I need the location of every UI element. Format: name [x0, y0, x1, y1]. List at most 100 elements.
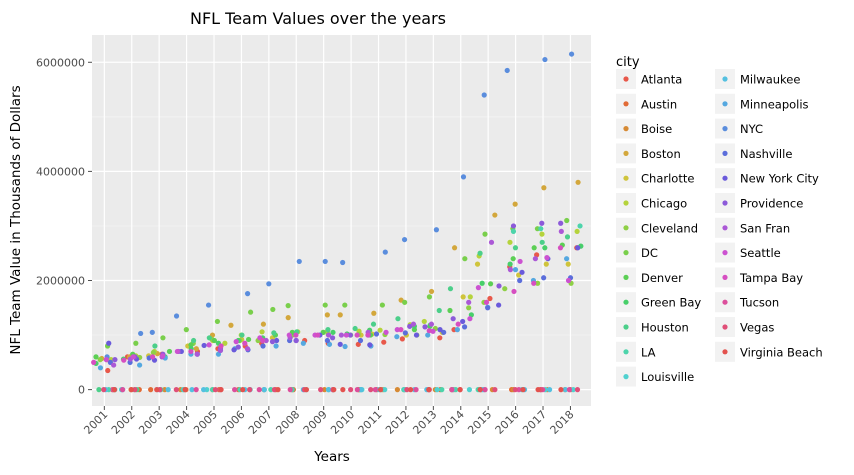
data-point: [231, 347, 237, 353]
legend-marker: [722, 299, 728, 305]
data-point: [322, 302, 328, 308]
data-point: [517, 277, 523, 284]
data-point: [325, 327, 331, 333]
data-point: [318, 387, 324, 393]
data-point: [189, 387, 195, 393]
data-point: [482, 231, 488, 237]
legend-label: LA: [641, 345, 656, 359]
data-point: [160, 353, 166, 359]
data-point: [574, 228, 580, 235]
data-point: [434, 387, 440, 393]
data-point: [137, 362, 143, 368]
data-point: [121, 357, 127, 363]
data-point: [441, 329, 447, 335]
data-point: [218, 343, 224, 349]
data-point: [541, 275, 547, 281]
legend-label: New York City: [740, 172, 819, 186]
data-point: [205, 302, 212, 308]
data-point: [188, 348, 194, 355]
data-point: [398, 327, 404, 333]
data-point: [373, 331, 380, 337]
data-point: [377, 327, 383, 333]
legend-marker: [623, 175, 629, 181]
data-point: [245, 336, 252, 343]
data-point: [324, 312, 330, 318]
data-point: [381, 339, 387, 345]
data-point: [273, 343, 279, 349]
data-point: [173, 313, 180, 319]
legend-marker: [623, 76, 629, 82]
data-point: [119, 387, 126, 393]
data-point: [130, 354, 136, 360]
data-point: [97, 365, 104, 371]
legend-label: San Fran: [740, 221, 790, 235]
data-point: [436, 307, 442, 314]
data-point: [451, 245, 458, 251]
data-point: [247, 309, 254, 315]
data-point: [338, 332, 344, 338]
data-point: [269, 339, 276, 345]
data-point: [286, 332, 292, 338]
data-point: [260, 337, 266, 344]
data-point: [303, 387, 310, 393]
data-point: [457, 387, 463, 393]
legend-label: Tampa Bay: [739, 271, 803, 285]
data-point: [402, 299, 408, 305]
data-point: [285, 315, 291, 321]
data-point: [531, 280, 537, 286]
data-point: [101, 387, 107, 393]
legend-label: Atlanta: [641, 73, 682, 87]
data-point: [426, 328, 432, 334]
data-point: [355, 341, 361, 347]
data-point: [300, 340, 306, 346]
data-point: [496, 283, 502, 289]
x-tick-label: 2009: [301, 408, 330, 437]
data-point: [105, 367, 111, 374]
data-point: [190, 337, 197, 344]
legend-marker: [623, 299, 629, 305]
data-point: [460, 318, 466, 325]
data-point: [544, 255, 550, 261]
legend-label: Green Bay: [641, 296, 701, 310]
data-point: [437, 335, 443, 341]
x-tick-label: 2011: [356, 408, 385, 437]
data-point: [352, 325, 358, 332]
data-point: [455, 321, 461, 327]
data-point: [564, 234, 571, 240]
x-tick-label: 2013: [410, 408, 439, 437]
data-point: [268, 387, 274, 393]
data-point: [539, 220, 545, 226]
data-point: [343, 332, 349, 338]
data-point: [516, 387, 522, 393]
data-point: [496, 302, 502, 308]
legend-title: city: [616, 55, 640, 70]
data-point: [557, 245, 564, 251]
x-tick-label: 2007: [246, 408, 275, 437]
data-point: [358, 387, 364, 393]
x-tick-label: 2005: [191, 408, 220, 437]
data-point: [394, 327, 400, 333]
legend-marker: [623, 225, 629, 231]
data-point: [354, 332, 360, 338]
data-point: [214, 318, 221, 325]
data-point: [273, 337, 280, 344]
data-point: [562, 387, 568, 393]
data-point: [437, 327, 443, 333]
data-point: [382, 387, 388, 393]
data-point: [447, 286, 454, 292]
data-point: [285, 303, 291, 309]
data-point: [326, 332, 332, 338]
data-point: [566, 387, 572, 393]
data-point: [401, 236, 408, 243]
data-point: [271, 330, 277, 336]
data-point: [413, 387, 419, 393]
data-point: [450, 316, 456, 322]
legend-label: Cleveland: [641, 221, 698, 235]
data-point: [111, 387, 118, 393]
legend-label: Virginia Beach: [740, 345, 823, 359]
legend-label: Seattle: [740, 246, 781, 260]
data-point: [287, 387, 293, 393]
data-point: [395, 316, 401, 322]
data-point: [244, 346, 251, 352]
y-tick-label: 0: [78, 384, 85, 397]
